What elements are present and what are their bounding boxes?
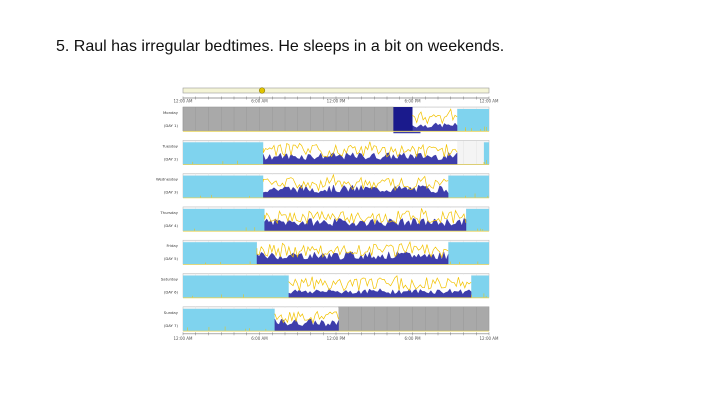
day-name-label: Wednesday — [156, 177, 179, 182]
day-row-sunday: Sunday (DAY 7) — [164, 306, 490, 332]
day-number-label: (DAY 5) — [164, 256, 179, 261]
day-number-label: (DAY 3) — [164, 190, 179, 195]
top-tick-label: 6:00 PM — [404, 99, 421, 104]
sleep-interval — [183, 242, 257, 265]
day-name-label: Thursday — [159, 210, 178, 215]
day-name-label: Sunday — [164, 310, 179, 315]
sleep-interval — [183, 175, 264, 198]
day-name-label: Friday — [166, 243, 178, 248]
light-trace — [274, 310, 339, 325]
sleep-interval — [183, 275, 289, 298]
day-row-thursday: Thursday (DAY 4) — [159, 206, 490, 232]
sleep-interval — [448, 175, 489, 198]
sleep-interval — [457, 109, 489, 131]
top-time-axis: 12:00 AM 6:00 AM 12:00 PM 6:00 PM 12:00 AM — [174, 96, 500, 104]
activity-trace — [264, 218, 467, 232]
day-row-wednesday: Wednesday (DAY 3) — [156, 173, 490, 199]
scrollbar-thumb[interactable] — [259, 87, 266, 94]
no-data-block — [338, 306, 490, 331]
sleep-interval — [471, 275, 489, 298]
activity-trace — [412, 122, 458, 132]
sleep-interval — [483, 142, 489, 165]
day-name-label: Saturday — [161, 277, 179, 282]
sleep-interval — [183, 308, 275, 331]
day-name-label: Tuesday — [162, 143, 179, 148]
day-row-tuesday: Tuesday (DAY 2) — [162, 140, 490, 166]
day-number-label: (DAY 1) — [164, 123, 179, 128]
day-number-label: (DAY 6) — [164, 290, 179, 295]
bottom-tick-label: 12:00 PM — [327, 336, 346, 341]
day-row-saturday: Saturday (DAY 6) — [161, 273, 490, 299]
day-name-label: Monday — [163, 110, 179, 115]
sleep-interval — [466, 208, 489, 231]
activity-trace — [263, 152, 458, 165]
scrollbar-track[interactable] — [182, 87, 490, 94]
day-rows: Monday (DAY 1) Tuesday (DAY 2) Wednesday (DAY… — [156, 106, 490, 332]
light-trace — [256, 240, 449, 259]
sleep-interval — [183, 208, 265, 231]
sleep-interval — [183, 142, 264, 165]
day-number-label: (DAY 4) — [164, 223, 179, 228]
top-tick-label: 6:00 AM — [251, 99, 268, 104]
light-trace — [412, 108, 458, 125]
activity-trace — [256, 251, 449, 265]
bottom-tick-label: 6:00 PM — [404, 336, 421, 341]
day-number-label: (DAY 7) — [164, 323, 179, 328]
no-data-block — [182, 106, 394, 132]
timeline-scrollbar[interactable] — [182, 87, 490, 94]
sleep-interval — [448, 242, 489, 265]
bottom-time-axis: 12:00 AM 6:00 AM 12:00 PM 6:00 PM 12:00 AM — [174, 332, 500, 341]
slide-title: 5. Raul has irregular bedtimes. He sleep… — [56, 38, 505, 55]
bottom-tick-label: 12:00 AM — [480, 336, 500, 341]
day-row-monday: Monday (DAY 1) — [163, 106, 490, 134]
top-tick-label: 12:00 AM — [174, 99, 194, 104]
activity-trace — [274, 318, 339, 331]
top-tick-label: 12:00 AM — [480, 99, 500, 104]
day-number-label: (DAY 2) — [164, 156, 179, 161]
activity-trace — [288, 288, 472, 298]
day-row-friday: Friday (DAY 5) — [164, 239, 490, 265]
light-trace — [288, 275, 472, 292]
bottom-tick-label: 12:00 AM — [174, 336, 194, 341]
top-tick-label: 12:00 PM — [327, 99, 346, 104]
activity-trace — [263, 184, 449, 198]
light-trace — [262, 173, 449, 192]
bottom-tick-label: 6:00 AM — [251, 336, 268, 341]
light-trace — [262, 141, 458, 158]
light-trace — [264, 208, 467, 225]
recording-start-marker — [393, 107, 413, 131]
